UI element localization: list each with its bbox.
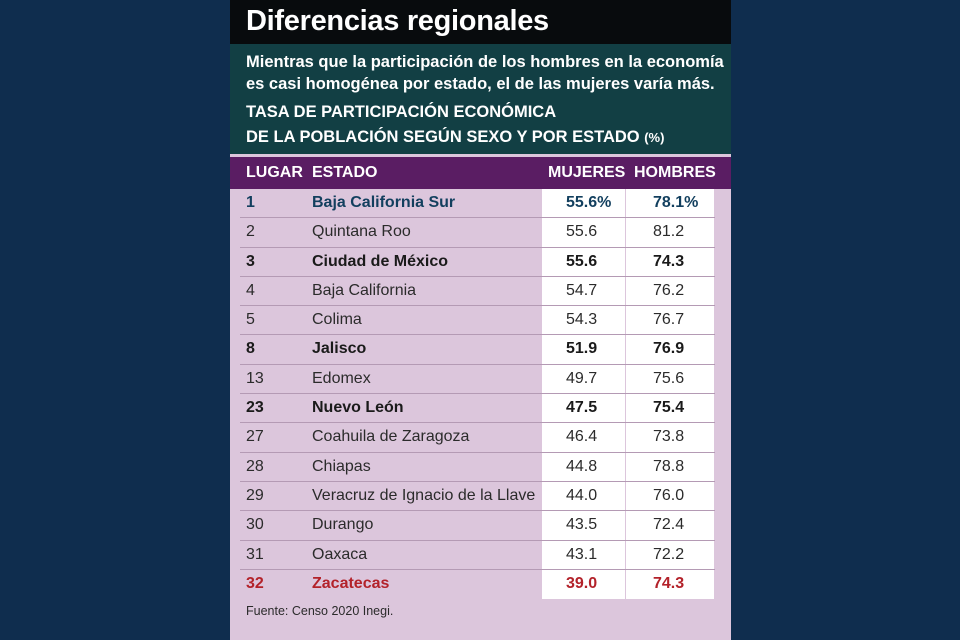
- source-label: Fuente:: [246, 604, 289, 618]
- subtitle: Mientras que la participación de los hom…: [246, 53, 724, 93]
- women-value: 39.0: [566, 574, 598, 592]
- rank-cell: 23: [246, 399, 264, 417]
- men-value: 72.2: [653, 545, 685, 563]
- women-value: 44.0: [566, 486, 598, 504]
- men-value: 75.6: [653, 369, 685, 387]
- men-value: 74.3: [653, 252, 685, 270]
- men-value: 81.2: [653, 223, 685, 241]
- col-header-state: ESTADO: [312, 164, 378, 181]
- women-value: 49.7: [566, 369, 598, 387]
- table-row: 29 Veracruz de Ignacio de la Llave 44.0 76.…: [230, 482, 731, 512]
- men-value: 76.9: [653, 340, 685, 358]
- men-value: 78.1%: [653, 194, 699, 211]
- state-cell: Nuevo León: [312, 399, 404, 417]
- women-value: 54.3: [566, 311, 598, 329]
- table-row: 23 Nuevo León 47.5 75.4: [230, 394, 731, 424]
- women-value: 55.6: [566, 223, 598, 241]
- women-value: 55.6: [566, 252, 598, 270]
- rank-cell: 31: [246, 545, 264, 563]
- table-row: 13 Edomex 49.7 75.6: [230, 365, 731, 395]
- women-value: 51.9: [566, 340, 598, 358]
- rank-cell: 8: [246, 340, 255, 358]
- women-value: 54.7: [566, 281, 598, 299]
- col-header-women: MUJERES: [548, 164, 626, 181]
- rank-cell: 32: [246, 574, 264, 592]
- heading-unit: (%): [644, 130, 665, 145]
- table-row: 2 Quintana Roo 55.6 81.2: [230, 218, 731, 248]
- men-value: 74.3: [653, 574, 685, 592]
- table-row: 3 Ciudad de México 55.6 74.3: [230, 248, 731, 278]
- rank-cell: 30: [246, 516, 264, 534]
- title-bar: Diferencias regionales: [230, 0, 731, 44]
- table-header: LUGAR ESTADO MUJERES HOMBRES: [230, 157, 731, 189]
- page-title: Diferencias regionales: [246, 5, 549, 37]
- heading-line-2: DE LA POBLACIÓN SEGÚN SEXO Y POR ESTADO: [246, 128, 640, 146]
- women-value: 55.6%: [566, 194, 612, 211]
- heading-line-1: TASA DE PARTICIPACIÓN ECONÓMICA: [246, 103, 557, 121]
- table-row: 5 Colima 54.3 76.7: [230, 306, 731, 336]
- rank-cell: 2: [246, 223, 255, 241]
- state-cell: Quintana Roo: [312, 223, 411, 241]
- state-cell: Baja California Sur: [312, 194, 456, 211]
- state-cell: Coahuila de Zaragoza: [312, 428, 470, 446]
- rank-cell: 4: [246, 281, 255, 299]
- rank-cell: 5: [246, 311, 255, 329]
- women-value: 43.5: [566, 516, 598, 534]
- state-cell: Durango: [312, 516, 374, 534]
- state-cell: Colima: [312, 311, 362, 329]
- rank-cell: 3: [246, 252, 255, 270]
- table-row: 1 Baja California Sur 55.6% 78.1%: [230, 189, 731, 219]
- men-value: 76.2: [653, 281, 685, 299]
- men-value: 72.4: [653, 516, 685, 534]
- source-text: Censo 2020 Inegi.: [291, 604, 394, 618]
- men-value: 76.0: [653, 486, 685, 504]
- rank-cell: 29: [246, 486, 264, 504]
- col-header-men: HOMBRES: [634, 164, 716, 181]
- men-value: 78.8: [653, 457, 685, 475]
- men-value: 76.7: [653, 311, 685, 329]
- women-value: 44.8: [566, 457, 598, 475]
- table-row: 32 Zacatecas 39.0 74.3: [230, 570, 731, 599]
- table-row: 27 Coahuila de Zaragoza 46.4 73.8: [230, 423, 731, 453]
- col-header-rank: LUGAR: [246, 164, 303, 181]
- state-cell: Ciudad de México: [312, 252, 449, 270]
- state-cell: Baja California: [312, 281, 417, 299]
- state-cell: Edomex: [312, 369, 371, 387]
- infographic-card: Diferencias regionales Mientras que la p…: [230, 0, 731, 640]
- table-row: 4 Baja California 54.7 76.2: [230, 277, 731, 307]
- state-cell: Jalisco: [312, 340, 367, 358]
- source-note: Fuente: Censo 2020 Inegi.: [246, 604, 393, 618]
- table-row: 30 Durango 43.5 72.4: [230, 511, 731, 541]
- table-row: 8 Jalisco 51.9 76.9: [230, 335, 731, 366]
- table-row: 28 Chiapas 44.8 78.8: [230, 453, 731, 483]
- rank-cell: 27: [246, 428, 264, 446]
- intro-section: Mientras que la participación de los hom…: [230, 44, 731, 154]
- men-value: 75.4: [653, 399, 685, 417]
- women-value: 43.1: [566, 545, 598, 563]
- rank-cell: 28: [246, 457, 264, 475]
- women-value: 47.5: [566, 399, 598, 417]
- table-row: 31 Oaxaca 43.1 72.2: [230, 541, 731, 571]
- men-value: 73.8: [653, 428, 685, 446]
- state-cell: Zacatecas: [312, 574, 390, 592]
- rank-cell: 13: [246, 369, 264, 387]
- state-cell: Chiapas: [312, 457, 371, 475]
- table-body: 1 Baja California Sur 55.6% 78.1% 2 Quintana …: [230, 189, 731, 599]
- women-value: 46.4: [566, 428, 598, 446]
- state-cell: Veracruz de Ignacio de la Llave: [312, 486, 536, 504]
- table-heading: TASA DE PARTICIPACIÓN ECONÓMICA DE LA PO…: [246, 100, 726, 150]
- rank-cell: 1: [246, 194, 255, 211]
- state-cell: Oaxaca: [312, 545, 368, 563]
